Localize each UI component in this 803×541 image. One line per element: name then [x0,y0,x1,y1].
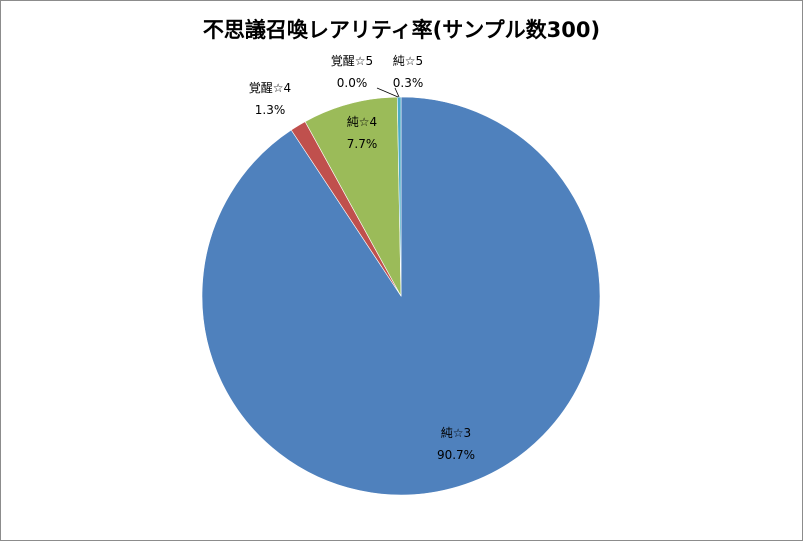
slice-1 [201,96,601,496]
chart-title: 不思議召喚レアリティ率(サンプル数300) [202,18,601,42]
slice-3 [304,96,402,297]
slice-4-leader-line [376,87,399,98]
slice-5-value-label: 0.3% [393,76,424,90]
slice-5-name-label: 純☆5 [393,54,423,68]
slice-5-leader-line [394,87,400,98]
slice-4-name-label: 覚醒☆5 [331,54,373,68]
slice-3-name-label: 純☆4 [347,115,377,129]
slice-4-value-label: 0.0% [337,76,368,90]
slice-2-name-label: 覚醒☆4 [249,81,291,95]
slice-1-name-label: 純☆3 [441,426,471,440]
slice-3-value-label: 7.7% [347,137,378,151]
slice-2-value-label: 1.3% [255,103,286,117]
slice-1-value-label: 90.7% [437,448,475,462]
